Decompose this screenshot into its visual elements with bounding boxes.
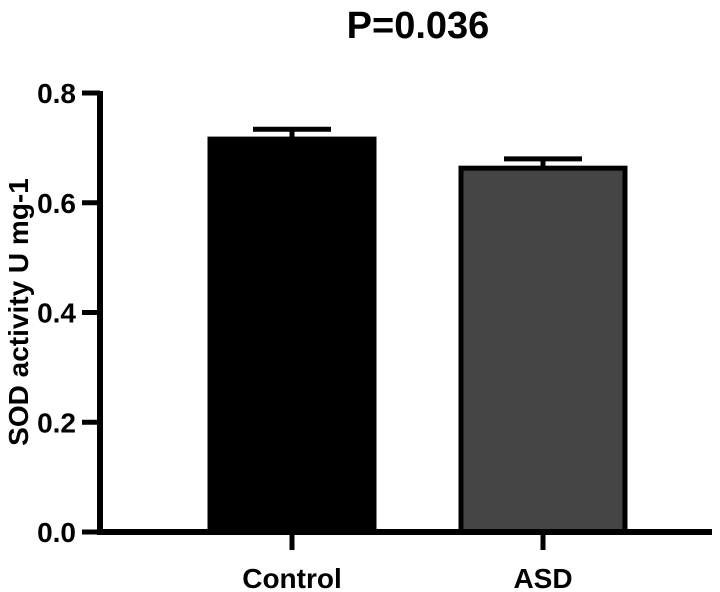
- x-tick-label-control: Control: [242, 563, 342, 592]
- y-tick-label-0.2: 0.2: [37, 407, 76, 438]
- axes-layer: Control ASD 0.0 0.2 0.4 0.6 0.8: [37, 78, 712, 592]
- x-tick-label-asd: ASD: [513, 563, 572, 592]
- y-tick-label-0.0: 0.0: [37, 517, 76, 548]
- bar-control: [207, 136, 377, 535]
- bars-layer: [207, 126, 628, 535]
- y-tick-label-0.4: 0.4: [37, 298, 76, 329]
- y-tick-label-0.6: 0.6: [37, 188, 76, 219]
- y-axis-label: SOD activity U mg-1: [3, 178, 34, 446]
- chart-title: P=0.036: [347, 5, 490, 47]
- y-tick-label-0.8: 0.8: [37, 78, 76, 109]
- bar-asd: [458, 165, 628, 535]
